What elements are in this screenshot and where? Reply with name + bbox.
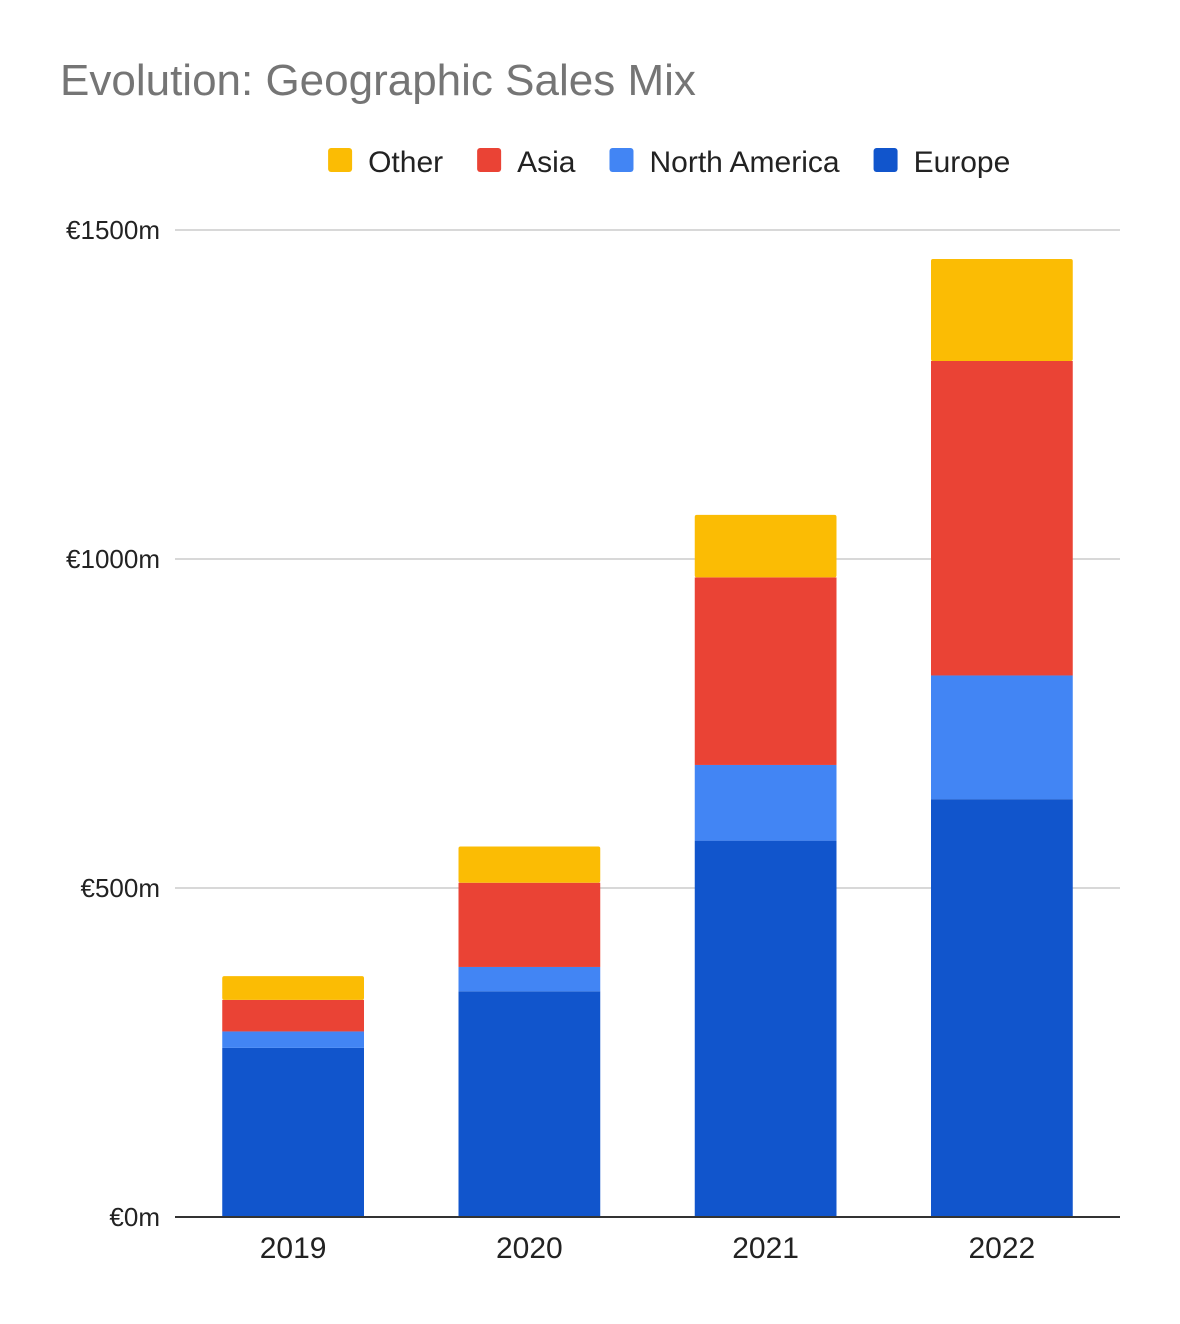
bar-other-2022: [931, 258, 1073, 361]
bar-north-america-2019: [222, 1031, 364, 1048]
bar-asia-2020: [458, 882, 601, 967]
bar-asia-2019: [222, 999, 364, 1032]
legend-swatch-other: [328, 148, 353, 172]
y-tick-label: €0m: [109, 1202, 160, 1232]
legend-swatch-asia: [477, 148, 502, 172]
legend-label: Other: [368, 146, 443, 179]
y-tick-label: €500m: [81, 873, 161, 903]
x-category-label: 2021: [732, 1232, 799, 1265]
legend-swatch-north-america: [609, 148, 634, 172]
chart-title: Evolution: Geographic Sales Mix: [60, 56, 696, 105]
x-axis-categories: 2019 2020 2021 2022: [260, 1232, 1036, 1265]
bar-other-2020: [458, 846, 601, 883]
bar-europe-2022: [931, 799, 1073, 1217]
y-axis-ticks: €0m €500m €1000m €1500m: [66, 215, 160, 1232]
y-tick-label: €1500m: [66, 215, 160, 245]
bar-north-america-2020: [458, 966, 601, 992]
x-category-label: 2020: [496, 1232, 563, 1265]
x-category-label: 2019: [260, 1232, 327, 1265]
x-category-label: 2022: [969, 1232, 1036, 1265]
bar-other-2021: [694, 514, 837, 578]
legend-label: Asia: [517, 146, 576, 179]
bar-north-america-2021: [694, 764, 837, 841]
legend-swatch-europe: [873, 148, 898, 172]
bar-europe-2020: [458, 991, 601, 1217]
bar-asia-2022: [931, 360, 1073, 676]
legend: Other Asia North America Europe: [328, 146, 1010, 179]
legend-label: Europe: [914, 146, 1011, 179]
bar-europe-2019: [222, 1047, 364, 1217]
bar-other-2019: [222, 976, 364, 1000]
bar-north-america-2022: [931, 675, 1073, 800]
bars: [222, 258, 1073, 1217]
legend-label: North America: [649, 146, 839, 179]
y-tick-label: €1000m: [66, 544, 160, 574]
bar-asia-2021: [694, 577, 837, 765]
bar-europe-2021: [694, 840, 837, 1217]
